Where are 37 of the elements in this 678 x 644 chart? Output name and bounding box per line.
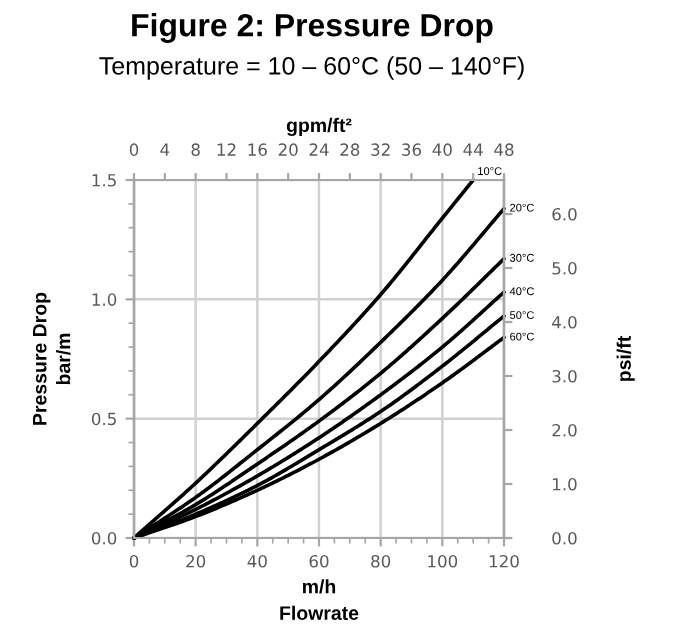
- y2-tick-label: 0.0: [552, 531, 577, 545]
- y-axis-title: Pressure Drop bar/m: [32, 292, 71, 425]
- chart-title: Figure 2: Pressure Drop: [132, 13, 493, 43]
- x2-tick-label: 20: [278, 143, 298, 156]
- x2-tick-label: 28: [340, 143, 360, 156]
- x2-tick-label: 24: [309, 143, 329, 156]
- y2-tick-label: 2.0: [552, 423, 577, 437]
- x2-tick-label: 12: [217, 143, 236, 156]
- x2-tick-label: 44: [463, 143, 483, 156]
- x2-tick-label: 0: [129, 143, 139, 156]
- x-tick-label: 40: [247, 554, 267, 568]
- y2-tick-label: 3.0: [552, 369, 577, 383]
- x-axis-title: m/h Flowrate: [280, 579, 359, 620]
- x2-tick-label: 32: [371, 143, 390, 156]
- x2-tick-label: 8: [191, 143, 200, 156]
- x2-axis-title: gpm/ft²: [286, 117, 352, 137]
- x2-tick-label: 16: [248, 143, 267, 156]
- x-tick-label: 120: [489, 554, 519, 568]
- y-tick-label: 0.0: [91, 531, 117, 545]
- y2-tick-label: 6.0: [552, 207, 577, 221]
- x2-tick-label: 48: [494, 143, 514, 156]
- x-tick-label: 100: [428, 554, 458, 568]
- x2-tick-label: 36: [402, 143, 422, 156]
- y2-axis-title: psi/ft: [616, 336, 635, 381]
- chart-subtitle: Temperature = 10 – 60°C (50 – 140°F): [99, 56, 524, 80]
- y-tick-label: 0.5: [91, 412, 116, 426]
- y-tick-label: 1.5: [92, 174, 116, 187]
- y-tick-label: 1.0: [92, 293, 117, 306]
- x-tick-label: 60: [309, 554, 329, 568]
- y2-tick-label: 5.0: [552, 261, 577, 275]
- y2-tick-label: 4.0: [552, 315, 577, 329]
- x2-tick-label: 4: [160, 143, 170, 156]
- x-tick-label: 0: [129, 554, 139, 568]
- x-tick-label: 20: [186, 554, 206, 568]
- x-tick-label: 80: [371, 554, 391, 568]
- y2-tick-label: 1.0: [553, 477, 577, 491]
- x2-tick-label: 40: [432, 143, 452, 156]
